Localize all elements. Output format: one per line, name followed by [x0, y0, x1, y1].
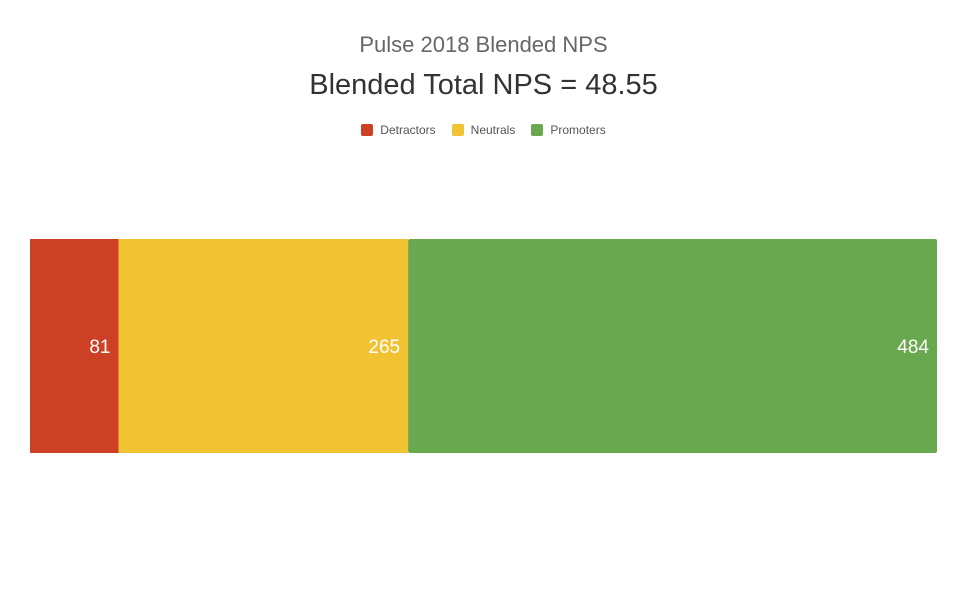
legend-swatch-detractors: [361, 124, 374, 136]
legend-label-neutrals: Neutrals: [470, 123, 516, 137]
legend-item-promoters[interactable]: Promoters: [531, 123, 606, 137]
legend-swatch-promoters: [531, 124, 544, 136]
bar-segment-detractors[interactable]: [30, 239, 119, 453]
data-label-promoters: 484: [897, 337, 929, 358]
bar-segment-promoters[interactable]: [408, 239, 937, 453]
data-label-detractors: 81: [89, 337, 110, 358]
stacked-bar-chart: 81 265 484: [30, 239, 937, 453]
bar-segment-neutrals[interactable]: [118, 239, 409, 453]
plot-area: 81 265 484: [30, 239, 937, 453]
legend-label-detractors: Detractors: [380, 123, 436, 137]
legend-item-detractors[interactable]: Detractors: [361, 123, 436, 137]
chart-legend: Detractors Neutrals Promoters: [0, 123, 967, 137]
legend-item-neutrals[interactable]: Neutrals: [451, 123, 516, 137]
data-label-neutrals: 265: [368, 337, 400, 358]
chart-subtitle: Pulse 2018 Blended NPS: [359, 32, 608, 57]
legend-swatch-neutrals: [451, 124, 464, 136]
legend-label-promoters: Promoters: [550, 123, 606, 137]
chart-title: Blended Total NPS = 48.55: [309, 69, 658, 101]
